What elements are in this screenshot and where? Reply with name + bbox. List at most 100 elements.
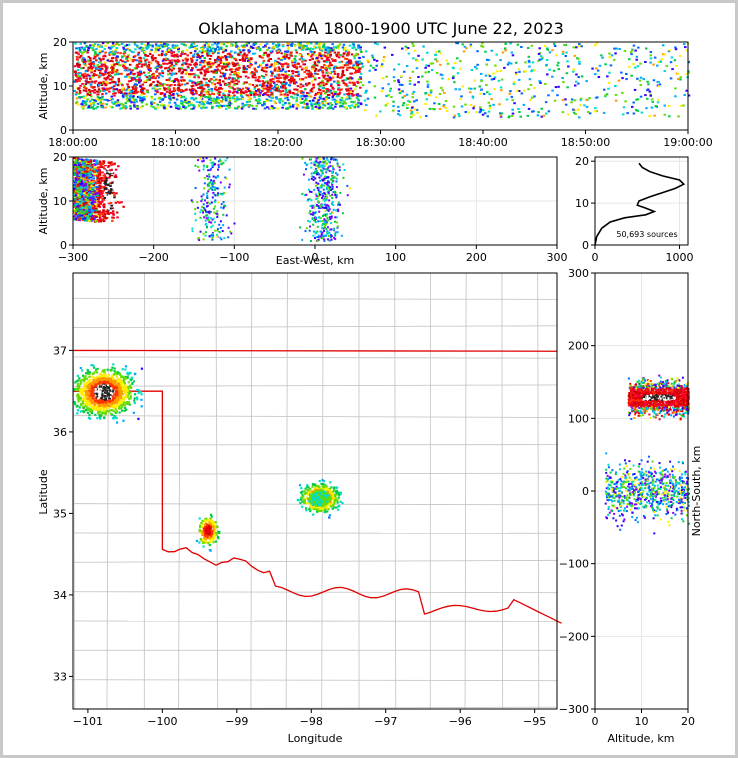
source-point	[133, 83, 137, 86]
source-point	[115, 103, 119, 106]
source-point	[114, 49, 118, 51]
source-point	[82, 177, 85, 180]
source-point	[298, 58, 302, 61]
source-point	[499, 115, 503, 118]
source-point	[181, 79, 184, 82]
source-point	[485, 63, 488, 66]
source-point	[180, 72, 183, 75]
source-point	[172, 89, 176, 92]
source-point	[531, 110, 534, 113]
source-point	[185, 101, 188, 104]
source-point	[359, 49, 362, 52]
source-point	[303, 63, 307, 66]
source-point	[300, 55, 304, 58]
source-point	[356, 60, 359, 63]
source-point	[327, 53, 330, 56]
source-point	[73, 164, 77, 167]
source-point	[180, 99, 183, 102]
source-point	[384, 104, 388, 107]
source-point	[114, 73, 117, 76]
source-point	[196, 68, 200, 71]
source-point	[92, 168, 96, 171]
source-point	[277, 43, 281, 45]
source-point	[326, 94, 330, 97]
source-point	[275, 45, 279, 48]
source-point	[228, 104, 231, 107]
source-point	[94, 80, 98, 83]
source-point	[83, 46, 86, 49]
source-point	[441, 77, 444, 80]
source-point	[201, 106, 205, 109]
source-point	[98, 52, 101, 55]
source-point	[257, 90, 261, 93]
source-point	[277, 77, 280, 80]
source-point	[89, 159, 92, 162]
source-point	[77, 170, 80, 173]
source-point	[533, 69, 536, 72]
source-point	[84, 204, 87, 207]
source-point	[207, 80, 211, 82]
source-point	[500, 78, 504, 81]
source-point	[112, 92, 115, 95]
source-point	[108, 60, 111, 63]
source-point	[95, 203, 98, 206]
source-point	[492, 103, 495, 106]
source-point	[411, 70, 415, 73]
source-point	[387, 83, 390, 86]
source-point	[120, 42, 124, 45]
source-point	[100, 179, 104, 182]
source-point	[276, 80, 279, 83]
source-point	[345, 58, 349, 60]
source-point	[313, 77, 317, 80]
source-point	[319, 81, 322, 84]
source-point	[452, 105, 456, 108]
source-point	[78, 80, 81, 82]
source-point	[90, 186, 94, 189]
source-point	[649, 57, 653, 60]
source-point	[93, 64, 96, 67]
source-point	[73, 215, 76, 218]
source-point	[138, 56, 141, 59]
source-point	[382, 56, 386, 59]
source-point	[81, 183, 85, 186]
source-point	[129, 72, 132, 75]
source-point	[126, 59, 129, 62]
source-point	[305, 66, 308, 69]
source-point	[181, 71, 184, 73]
source-point	[263, 107, 267, 110]
source-point	[141, 83, 145, 86]
source-point	[88, 100, 92, 103]
source-point	[117, 79, 121, 82]
source-point	[379, 110, 382, 113]
source-point	[349, 97, 352, 100]
source-point	[178, 68, 182, 71]
source-point	[161, 72, 165, 75]
source-point	[191, 68, 194, 71]
source-point	[101, 50, 104, 53]
source-point	[312, 64, 315, 67]
source-point	[355, 103, 358, 106]
time-height-xtick-label-3: 18:30:00	[356, 136, 405, 149]
source-point	[497, 79, 501, 82]
source-point	[269, 65, 273, 68]
source-point	[334, 103, 338, 105]
source-point	[247, 65, 250, 68]
source-point	[122, 65, 125, 68]
source-point	[170, 49, 173, 52]
source-point	[240, 107, 244, 110]
source-point	[463, 45, 467, 48]
source-point	[634, 66, 637, 69]
source-point	[239, 88, 243, 91]
source-point	[408, 76, 412, 79]
source-point	[236, 72, 239, 74]
source-point	[317, 99, 320, 102]
source-point	[635, 109, 638, 112]
source-point	[156, 62, 160, 65]
time-height-xtick-label-4: 18:40:00	[458, 136, 507, 149]
source-point	[190, 60, 194, 63]
source-point	[131, 69, 134, 72]
source-point	[529, 98, 532, 101]
source-point	[508, 92, 511, 95]
source-point	[200, 51, 204, 54]
source-point	[160, 92, 164, 94]
